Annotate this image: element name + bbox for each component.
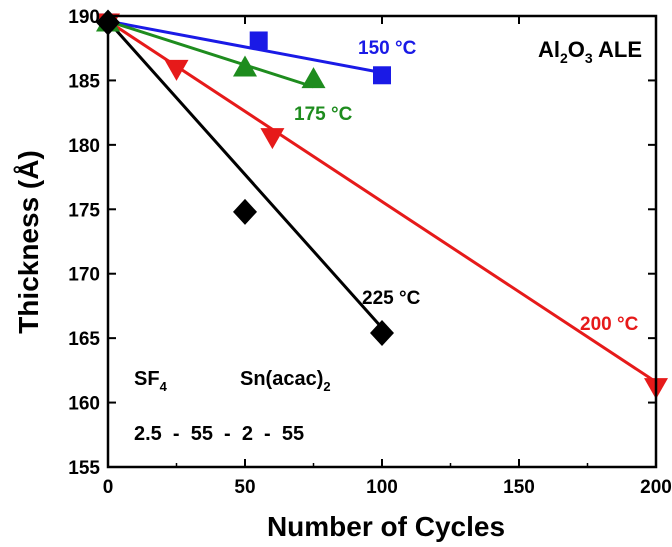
chart-title-sub2: 3: [585, 50, 593, 66]
precursor-sf4-main: SF: [134, 368, 160, 390]
y-tick-label: 155: [68, 458, 100, 479]
fit-line-1: [107, 19, 314, 89]
fit-line-0: [107, 19, 383, 75]
precursor-snacac2-sub: 2: [323, 379, 330, 394]
data-point-triangle-up: [301, 67, 326, 89]
timing-sequence: 2.5 - 55 - 2 - 55: [134, 423, 304, 445]
y-tick-label: 175: [68, 200, 100, 221]
chart-title-sub1: 2: [560, 50, 568, 66]
series-label-225: 225 °C: [362, 288, 421, 309]
data-point-square: [249, 31, 268, 50]
y-tick-label: 180: [68, 136, 100, 157]
ticks: 0 50 100 150 200 155 160 165 170 175 180 185 190: [68, 7, 672, 498]
series-label-150: 150 °C: [358, 38, 417, 59]
y-tick-label: 170: [68, 265, 100, 286]
chart-title-al: Al: [538, 37, 560, 62]
y-tick-label: 190: [68, 7, 100, 28]
data-point-triangle-up: [233, 55, 257, 77]
fit-line-3: [106, 20, 384, 329]
y-tick-label: 165: [68, 329, 100, 350]
chart-title-o: O: [568, 37, 585, 62]
data-point-diamond: [233, 198, 257, 225]
data-point-diamond: [370, 319, 394, 346]
data-point-triangle-down: [260, 128, 285, 150]
data-markers: [96, 9, 668, 400]
chart-title: Al2O3 ALE: [538, 37, 642, 66]
series-label-200: 200 °C: [580, 314, 639, 335]
y-axis-title: Thickness (Å): [13, 150, 44, 334]
fit-line-2: [107, 19, 657, 384]
y-tick-label: 185: [68, 71, 100, 92]
x-tick-label: 100: [366, 477, 398, 498]
y-tick-label: 160: [68, 394, 100, 415]
x-axis-title: Number of Cycles: [267, 511, 505, 542]
precursor-sf4: SF4: [134, 368, 168, 394]
series-label-175: 175 °C: [294, 104, 353, 125]
fit-lines: [106, 19, 657, 384]
x-tick-label: 150: [503, 477, 535, 498]
x-tick-label: 0: [103, 477, 114, 498]
precursor-snacac2: Sn(acac)2: [240, 368, 331, 394]
x-tick-label: 50: [234, 477, 255, 498]
x-tick-label: 200: [640, 477, 672, 498]
precursor-snacac2-main: Sn(acac): [240, 368, 323, 390]
chart-title-ale: ALE: [593, 37, 642, 62]
data-point-square: [373, 66, 391, 85]
data-point-triangle-down: [164, 59, 189, 81]
precursor-sf4-sub: 4: [160, 379, 168, 394]
